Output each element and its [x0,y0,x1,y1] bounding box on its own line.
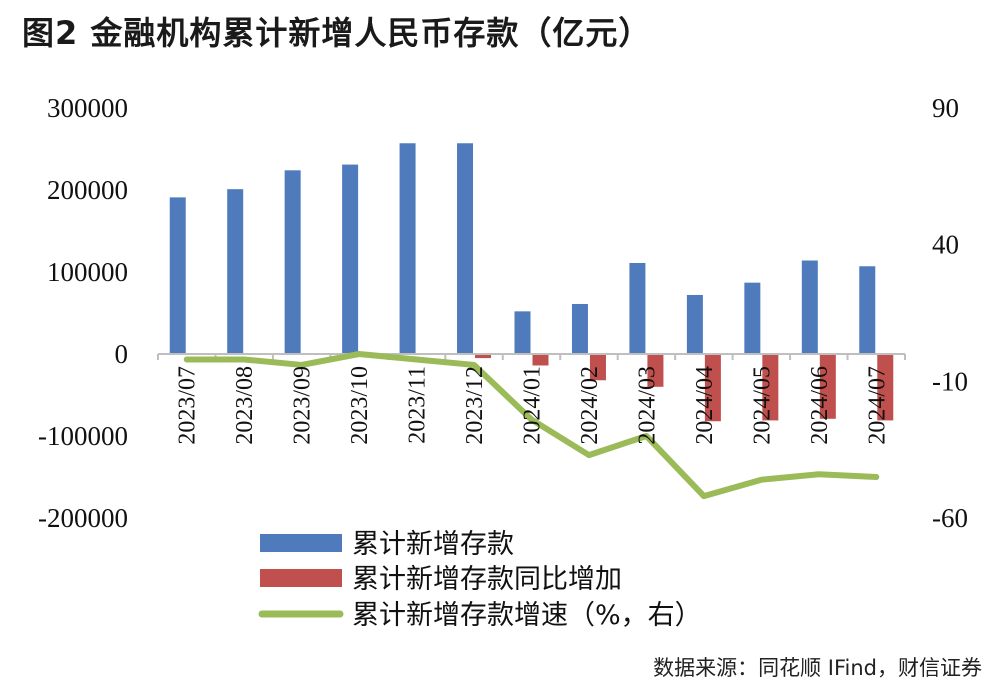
growth-rate-point [760,479,762,481]
right-tick-label: -10 [932,366,968,396]
left-tick-label: 0 [115,339,129,369]
bar-yoy-change [532,354,549,366]
bar-yoy-change [647,354,664,387]
left-tick-label: -200000 [38,503,128,533]
x-tick-label: 2024/01 [520,366,546,445]
bar-deposit [514,311,531,354]
left-tick-label: 300000 [47,93,128,123]
bar-deposit [629,262,646,354]
bar-yoy-change [704,354,721,422]
legend-swatch-deposit [260,534,342,552]
left-tick-label: -100000 [38,421,128,451]
growth-rate-point [243,358,245,360]
bar-deposit [744,282,761,354]
x-tick-label: 2024/03 [634,366,660,445]
bar-yoy-change [762,354,779,421]
legend-label: 累计新增存款 [352,529,514,560]
growth-rate-point [358,353,360,355]
right-axis-ticks: 90 40 -10 -60 [932,93,968,533]
x-tick-label: 2023/11 [405,366,431,444]
growth-rate-point [818,473,820,475]
chart-title: 图2 金融机构累计新增人民币存款（亿元） [22,14,652,52]
growth-rate-point [588,454,590,456]
growth-rate-point [301,364,303,366]
bar-yoy-change [877,354,894,421]
growth-line [183,351,880,500]
x-tick-label: 2024/04 [692,366,718,445]
bar-deposit [399,143,416,354]
x-axis-labels: 2023/07 2023/08 2023/09 2023/10 2023/11 2023/… [175,366,891,445]
bar-deposit [457,143,474,354]
right-tick-label: 40 [932,230,959,260]
right-tick-label: 90 [932,93,959,123]
left-axis-ticks: 300000 200000 100000 0 -100000 -200000 [38,93,128,533]
x-tick-label: 2024/05 [749,366,775,445]
x-tick-label: 2024/06 [807,366,833,445]
right-tick-label: -60 [932,503,968,533]
growth-rate-point [186,358,188,360]
bar-yoy-change [475,354,492,359]
bar-deposit [169,197,186,354]
bar-deposit [342,164,359,354]
growth-rate-point [875,476,877,478]
growth-rate-point [531,419,532,421]
growth-rate-point [473,364,475,366]
bar-yoy-change [819,354,836,419]
x-tick-label: 2023/08 [232,366,258,445]
left-tick-label: 200000 [47,175,128,205]
bar-deposit [686,294,703,354]
legend-label: 累计新增存款增速（%，右） [352,600,702,631]
x-tick-label: 2024/07 [864,366,890,445]
growth-rate-point [703,495,705,497]
x-tick-label: 2024/02 [577,366,603,445]
bar-deposit [801,260,818,354]
left-tick-label: 100000 [47,257,128,287]
data-source: 数据来源：同花顺 IFind，财信证券 [653,656,982,680]
x-tick-label: 2023/09 [290,366,316,445]
bar-deposit [859,266,876,354]
legend-label: 累计新增存款同比增加 [352,564,622,595]
x-tick-label: 2023/10 [347,366,373,445]
growth-rate-point [645,435,647,437]
growth-rate-point [416,358,418,360]
x-tick-label: 2023/07 [175,366,201,445]
bar-deposit [284,170,301,354]
bar-deposit [571,303,588,354]
legend-swatch-yoy [260,569,342,587]
bars [169,143,894,422]
bar-yoy-change [589,354,606,381]
x-tick-label: 2023/12 [462,366,488,445]
bar-deposit [227,189,244,354]
